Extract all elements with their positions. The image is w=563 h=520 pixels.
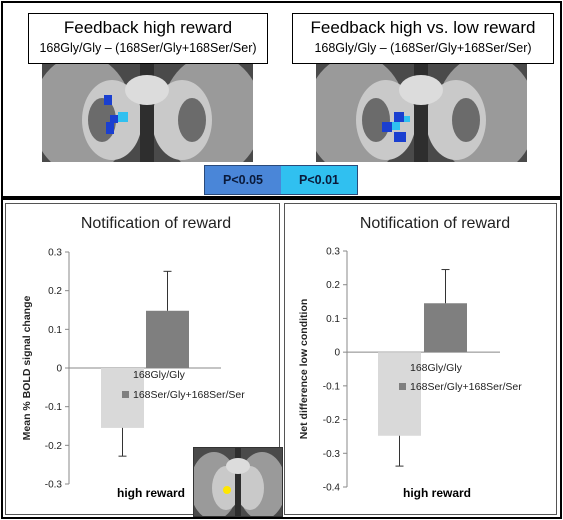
brain-slice-right	[316, 60, 527, 162]
y-tick-label: -0.2	[45, 441, 63, 452]
bar-ser-carriers	[424, 303, 467, 353]
chart-title: Notification of reward	[81, 215, 231, 232]
threshold-p01: P<0.01	[281, 166, 357, 194]
chart-panel-left: Notification of reward Mean % BOLD signal…	[5, 203, 280, 515]
y-tick-label: 0	[56, 364, 62, 375]
threshold-p01-label: P<0.01	[299, 173, 339, 187]
caption-right-title: Feedback high vs. low reward	[310, 18, 536, 37]
legend-label: 168Ser/Gly+168Ser/Ser	[410, 381, 522, 393]
x-axis-label: high reward	[117, 486, 185, 500]
bottom-panel-frame	[1, 198, 562, 519]
chart-left-svg: Notification of reward Mean % BOLD signal…	[21, 215, 245, 500]
y-tick-label: -0.1	[323, 381, 341, 392]
threshold-p05: P<0.05	[205, 166, 281, 194]
y-tick-label: -0.1	[45, 402, 63, 413]
caption-left-subtitle: 168Gly/Gly – (168Ser/Gly+168Ser/Ser)	[39, 41, 257, 55]
top-panel-frame	[1, 1, 562, 198]
roi-inset-image	[190, 448, 286, 520]
brain-slice-left	[42, 60, 253, 162]
legend-label: 168Gly/Gly	[133, 369, 186, 381]
legend-swatch	[399, 383, 406, 390]
chart-title: Notification of reward	[360, 215, 510, 232]
legend-swatch	[122, 391, 129, 398]
brain-slice-left-image	[42, 60, 253, 162]
caption-right-subtitle: 168Gly/Gly – (168Ser/Gly+168Ser/Ser)	[314, 41, 532, 55]
y-tick-label: 0.1	[48, 325, 62, 336]
y-tick-label: -0.3	[45, 480, 63, 491]
y-tick-label: 0.3	[326, 247, 340, 258]
caption-right: Feedback high vs. low reward 168Gly/Gly …	[292, 13, 554, 64]
y-axis-label: Mean % BOLD signal change	[21, 295, 33, 440]
y-tick-label: 0.2	[48, 286, 62, 297]
y-tick-label: 0.1	[326, 314, 340, 325]
threshold-p05-label: P<0.05	[223, 173, 263, 187]
y-tick-label: 0.3	[48, 248, 62, 259]
y-tick-label: 0.2	[326, 280, 340, 291]
roi-marker	[223, 486, 231, 494]
x-axis-label: high reward	[403, 486, 471, 500]
legend-label: 168Ser/Gly+168Ser/Ser	[133, 389, 245, 401]
caption-left: Feedback high reward 168Gly/Gly – (168Se…	[28, 13, 268, 64]
y-tick-label: -0.2	[323, 415, 341, 426]
brain-slice-right-image	[316, 60, 527, 162]
caption-left-title: Feedback high reward	[63, 18, 233, 37]
legend-swatch	[399, 364, 406, 371]
roi-inset	[190, 447, 286, 520]
legend-swatch	[122, 371, 129, 378]
y-tick-label: -0.4	[323, 483, 341, 494]
y-tick-label: -0.3	[323, 449, 341, 460]
chart-panel-right: Notification of reward Net difference low…	[284, 203, 557, 515]
legend-label: 168Gly/Gly	[410, 362, 463, 374]
y-tick-label: 0	[334, 348, 340, 359]
bar-ser-carriers	[146, 310, 189, 368]
threshold-legend: P<0.05 P<0.01	[204, 165, 358, 195]
chart-right-svg: Notification of reward Net difference low…	[298, 215, 522, 500]
y-axis-label: Net difference low condition	[298, 299, 310, 440]
